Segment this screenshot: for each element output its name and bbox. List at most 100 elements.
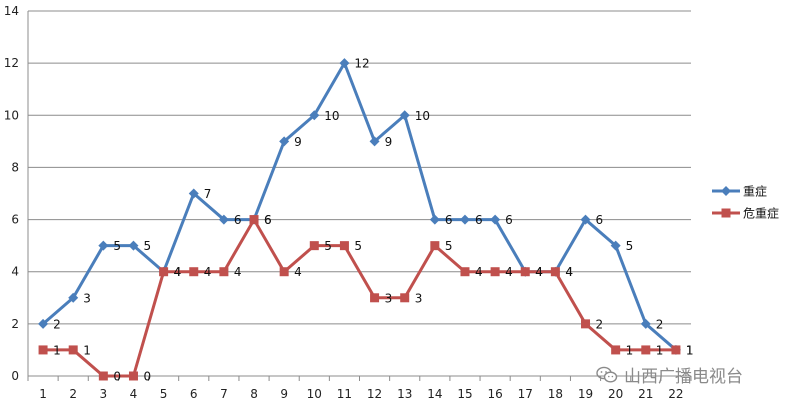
x-tick-label: 22 [668, 387, 683, 401]
data-point [490, 214, 501, 225]
y-tick-label: 0 [11, 369, 19, 383]
series-line [42, 61, 677, 352]
series-2: 1 1 0 0 4 4 4 6 4 5 5 3 3 5 4 4 4 4 2 1 1 1 [38, 213, 694, 384]
data-label: 6 [264, 213, 272, 227]
data-label: 12 [354, 57, 369, 71]
data-point [671, 345, 681, 355]
data-label: 6 [475, 213, 483, 227]
data-label: 1 [686, 343, 694, 357]
data-point [309, 110, 320, 121]
x-tick-label: 21 [638, 387, 653, 401]
data-point [279, 267, 289, 277]
data-label: 10 [324, 109, 339, 123]
data-point [189, 267, 199, 277]
legend-item-2: 危重症 [712, 206, 779, 221]
series-line [43, 218, 676, 378]
data-label: 1 [626, 343, 634, 357]
data-point [369, 136, 380, 147]
data-point [520, 267, 530, 277]
data-point [68, 345, 78, 355]
data-point [339, 58, 350, 69]
x-tick-label: 11 [337, 387, 352, 401]
legend-label: 重症 [743, 184, 767, 199]
data-label: 4 [234, 265, 242, 279]
data-label: 0 [143, 370, 151, 384]
y-tick-label: 12 [4, 56, 19, 70]
data-point [429, 214, 440, 225]
data-label: 4 [174, 265, 182, 279]
data-label: 3 [385, 291, 393, 305]
data-label: 4 [294, 265, 302, 279]
data-point [309, 241, 319, 251]
data-point [38, 318, 49, 329]
data-point [279, 136, 290, 147]
data-point [580, 214, 591, 225]
x-tick-label: 17 [518, 387, 533, 401]
x-tick-label: 13 [397, 387, 412, 401]
x-tick-label: 3 [100, 387, 108, 401]
data-point [641, 345, 651, 355]
data-label: 1 [53, 343, 61, 357]
data-label: 9 [294, 135, 302, 149]
data-point [249, 215, 259, 225]
data-label: 2 [596, 317, 604, 331]
data-label: 10 [415, 109, 430, 123]
legend-marker [721, 186, 731, 196]
data-point [460, 267, 470, 277]
data-label: 6 [596, 213, 604, 227]
data-point [98, 240, 109, 251]
data-label: 4 [535, 265, 543, 279]
data-label: 2 [656, 317, 664, 331]
data-label: 5 [354, 239, 362, 253]
data-label: 6 [234, 213, 242, 227]
data-point [98, 371, 108, 381]
y-tick-label: 2 [11, 317, 19, 331]
data-point [400, 293, 410, 303]
data-label: 4 [475, 265, 483, 279]
data-point [550, 267, 560, 277]
x-tick-label: 18 [548, 387, 563, 401]
data-label: 5 [143, 239, 151, 253]
data-label: 5 [324, 239, 332, 253]
data-point [38, 345, 48, 355]
data-point [610, 240, 621, 251]
data-point [128, 240, 139, 251]
data-label: 5 [445, 239, 453, 253]
data-label: 7 [204, 187, 212, 201]
x-tick-label: 7 [220, 387, 228, 401]
data-point [490, 267, 500, 277]
data-label: 1 [686, 343, 694, 357]
x-tick-label: 2 [69, 387, 77, 401]
data-label: 6 [505, 213, 513, 227]
data-label: 5 [626, 239, 634, 253]
data-label: 4 [565, 265, 573, 279]
data-point [581, 319, 591, 329]
x-tick-label: 5 [160, 387, 168, 401]
data-label: 3 [83, 291, 91, 305]
x-tick-label: 9 [280, 387, 288, 401]
data-label: 0 [113, 370, 121, 384]
data-point [159, 267, 169, 277]
y-tick-label: 10 [4, 108, 19, 122]
data-point [611, 345, 621, 355]
legend-item-1: 重症 [712, 184, 767, 199]
data-label: 1 [83, 343, 91, 357]
data-label: 4 [204, 265, 212, 279]
x-tick-label: 6 [190, 387, 198, 401]
data-label: 2 [53, 317, 61, 331]
legend-marker [721, 208, 731, 218]
data-point [430, 241, 440, 251]
x-tick-label: 14 [427, 387, 442, 401]
x-tick-label: 10 [307, 387, 322, 401]
data-label: 6 [264, 213, 272, 227]
data-point [459, 214, 470, 225]
y-tick-label: 4 [11, 265, 19, 279]
data-point [218, 214, 229, 225]
watermark: 山西广播电视台 [596, 362, 743, 387]
